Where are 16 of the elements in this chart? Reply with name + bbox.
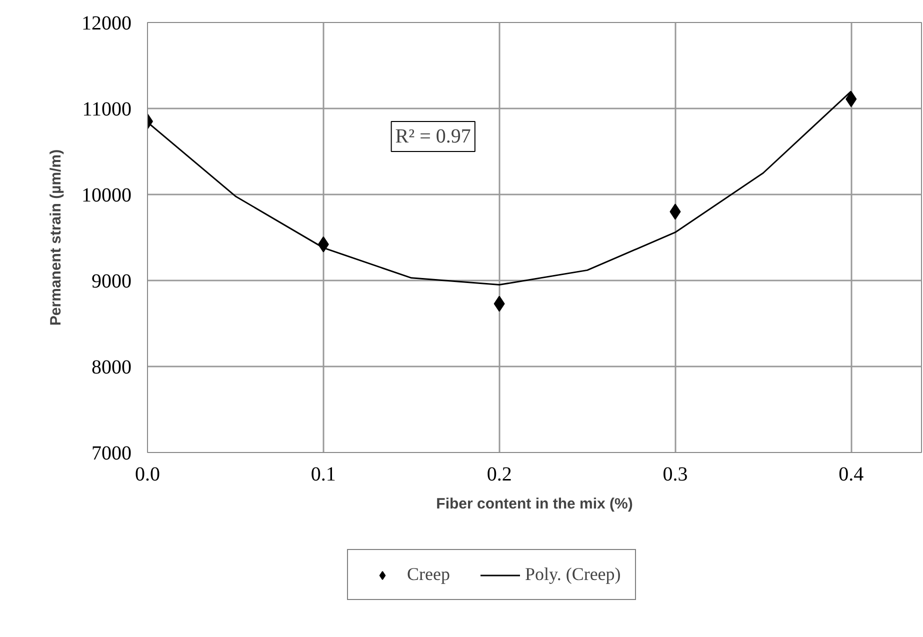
- x-tick-label: 0.0: [135, 464, 160, 486]
- x-tick-label: 0.2: [486, 464, 512, 486]
- x-tick-label: 0.4: [838, 464, 864, 486]
- y-tick-label: 12000: [82, 12, 132, 34]
- x-axis-title: Fiber content in the mix (%): [436, 496, 633, 512]
- annotation: R² = 0.97: [395, 126, 471, 148]
- y-axis-title: Permanent strain (µm/m): [48, 149, 64, 326]
- x-tick-label: 0.1: [310, 464, 336, 486]
- x-tick-label: 0.3: [662, 464, 688, 486]
- y-tick-label: 10000: [82, 184, 132, 206]
- legend-label: Poly. (Creep): [524, 564, 621, 585]
- y-tick-label: 9000: [92, 270, 132, 292]
- y-tick-label: 11000: [82, 98, 132, 120]
- legend-label: Creep: [407, 564, 450, 585]
- y-tick-label: 8000: [92, 356, 132, 378]
- y-tick-label: 7000: [92, 442, 132, 464]
